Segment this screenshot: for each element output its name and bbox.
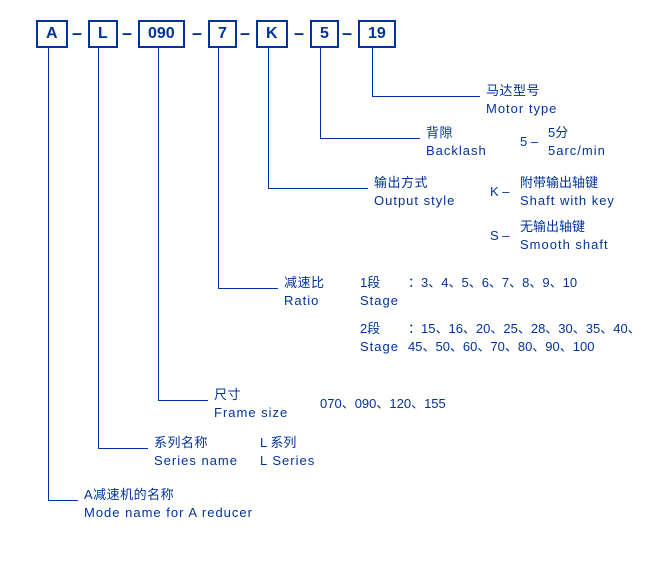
label-motor-zh: 马达型号 (486, 82, 557, 100)
value-frame: 070、090、120、155 (320, 395, 446, 413)
label-output: 输出方式 Output style (374, 174, 455, 209)
line-motor-v (372, 48, 373, 96)
code-part-5: 5 (310, 20, 339, 48)
value-output-s-key: S – (490, 227, 510, 245)
value-backlash-zh: 5分 (548, 124, 606, 142)
dash-4: – (240, 23, 250, 44)
value-ratio-s1-key-zh: 1段 (360, 274, 399, 292)
value-output-s-en: Smooth shaft (520, 236, 609, 254)
value-output-k-zh: 附带输出轴键 (520, 174, 615, 192)
label-motor: 马达型号 Motor type (486, 82, 557, 117)
label-ratio-zh: 减速比 (284, 274, 325, 292)
label-ratio: 减速比 Ratio (284, 274, 325, 309)
label-series: 系列名称 Series name (154, 434, 238, 469)
line-output-v (268, 48, 269, 188)
label-backlash: 背隙 Backlash (426, 124, 487, 159)
code-part-19: 19 (358, 20, 396, 48)
code-part-7: 7 (208, 20, 237, 48)
value-ratio-s2-key-zh: 2段 (360, 320, 399, 338)
label-mode-en: Mode name for A reducer (84, 504, 253, 522)
value-series-zh: L 系列 (260, 434, 315, 452)
line-ratio-h (218, 288, 278, 289)
line-frame-v (158, 48, 159, 400)
line-series-v (98, 48, 99, 448)
line-output-h (268, 188, 368, 189)
value-backlash: 5分 5arc/min (548, 124, 606, 159)
label-mode: A减速机的名称 Mode name for A reducer (84, 486, 253, 521)
line-motor-h (372, 96, 480, 97)
line-backlash-v (320, 48, 321, 138)
label-series-en: Series name (154, 452, 238, 470)
dash-6: – (342, 23, 352, 44)
value-output-k: 附带输出轴键 Shaft with key (520, 174, 615, 209)
label-backlash-zh: 背隙 (426, 124, 487, 142)
label-frame-en: Frame size (214, 404, 288, 422)
value-output-k-en: Shaft with key (520, 192, 615, 210)
line-series-h (98, 448, 148, 449)
value-output-s-zh: 无输出轴键 (520, 218, 609, 236)
value-ratio-s2-key: 2段 Stage (360, 320, 399, 355)
value-series-en: L Series (260, 452, 315, 470)
value-backlash-key: 5 – (520, 133, 538, 151)
value-output-k-key: K – (490, 183, 510, 201)
line-backlash-h (320, 138, 420, 139)
value-series: L 系列 L Series (260, 434, 315, 469)
label-ratio-en: Ratio (284, 292, 325, 310)
value-output-s: 无输出轴键 Smooth shaft (520, 218, 609, 253)
label-backlash-en: Backlash (426, 142, 487, 160)
label-output-zh: 输出方式 (374, 174, 455, 192)
label-mode-zh: A减速机的名称 (84, 486, 253, 504)
label-frame-zh: 尺寸 (214, 386, 288, 404)
dash-3: – (192, 23, 202, 44)
code-part-090: 090 (138, 20, 185, 48)
line-mode-v (48, 48, 49, 500)
line-mode-h (48, 500, 78, 501)
label-frame: 尺寸 Frame size (214, 386, 288, 421)
dash-1: – (72, 23, 82, 44)
value-backlash-en: 5arc/min (548, 142, 606, 160)
line-frame-h (158, 400, 208, 401)
line-ratio-v (218, 48, 219, 288)
dash-2: – (122, 23, 132, 44)
label-series-zh: 系列名称 (154, 434, 238, 452)
label-motor-en: Motor type (486, 100, 557, 118)
value-ratio-s1-text: ：3、4、5、6、7、8、9、10 (408, 274, 648, 292)
value-ratio-s2-key-en: Stage (360, 338, 399, 356)
value-ratio-s1-key: 1段 Stage (360, 274, 399, 309)
value-ratio-s1-key-en: Stage (360, 292, 399, 310)
code-part-A: A (36, 20, 68, 48)
value-ratio-s2-text: ：15、16、20、25、28、30、35、40、45、50、60、70、80、… (408, 320, 646, 355)
dash-5: – (294, 23, 304, 44)
code-part-L: L (88, 20, 118, 48)
label-output-en: Output style (374, 192, 455, 210)
code-part-K: K (256, 20, 288, 48)
